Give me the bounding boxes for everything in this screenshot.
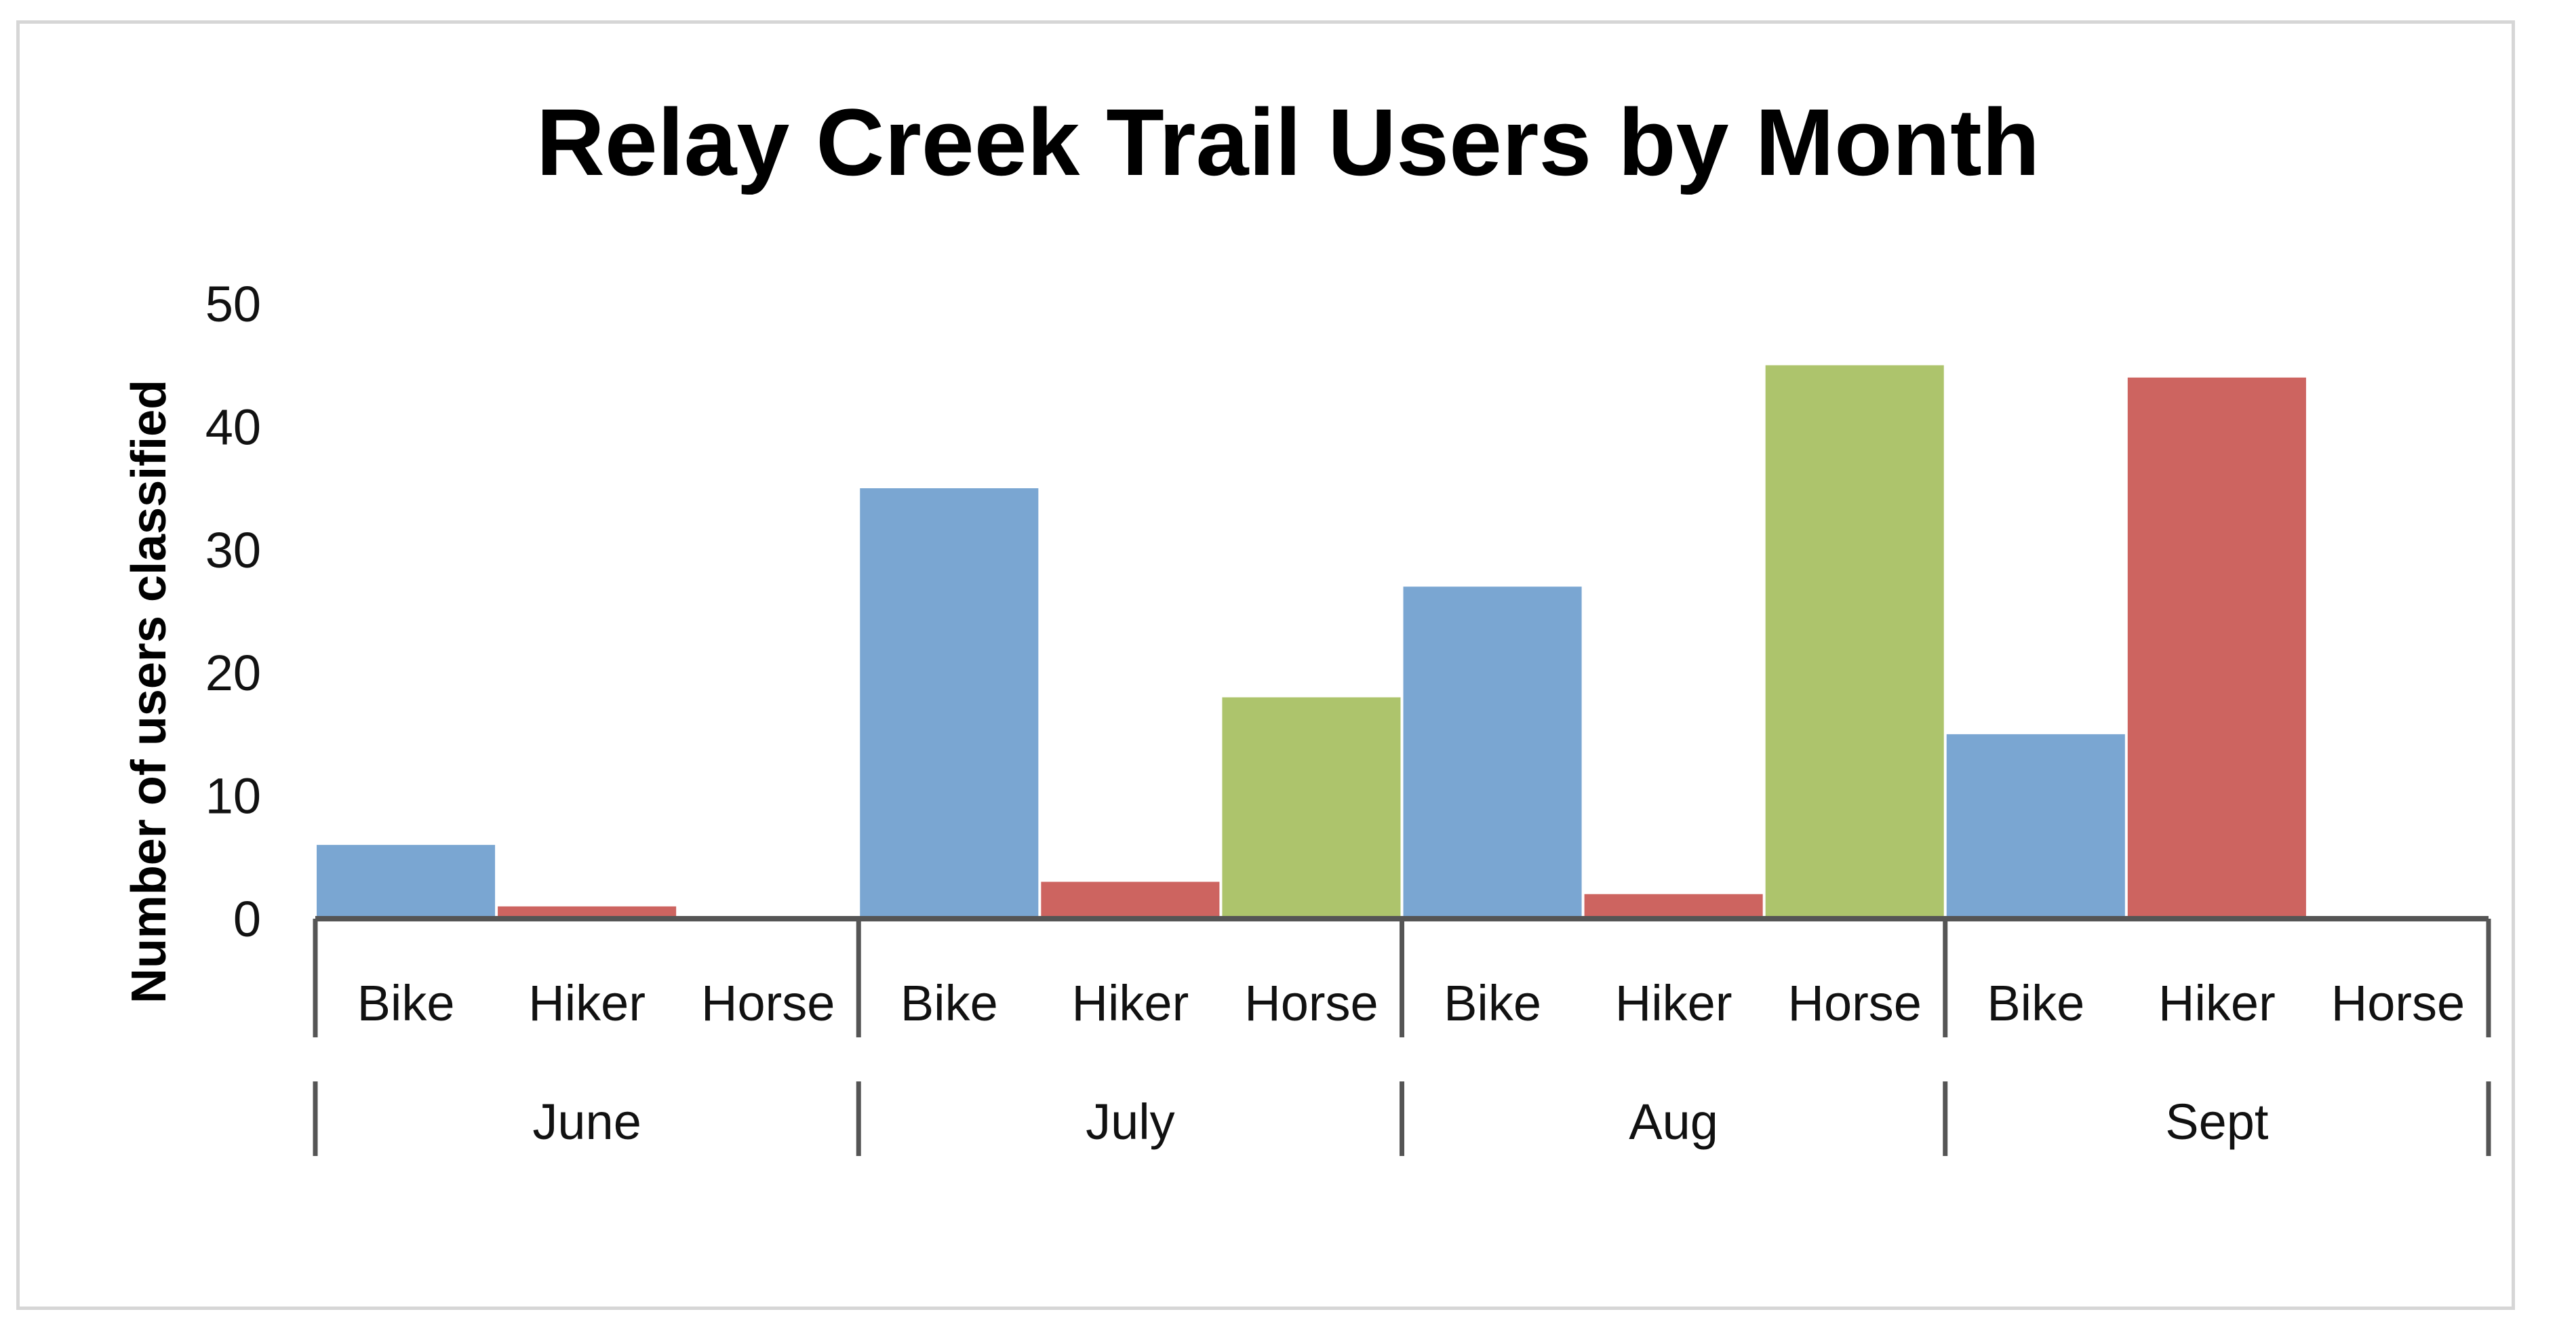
chart-frame bbox=[16, 20, 2515, 1310]
bar-aug-hiker bbox=[1584, 894, 1763, 919]
x-category-label: Bike bbox=[900, 975, 998, 1031]
x-category-label: Hiker bbox=[2158, 975, 2276, 1031]
bar-july-bike bbox=[860, 488, 1039, 919]
y-tick-label: 30 bbox=[205, 522, 261, 578]
x-category-label: Horse bbox=[1788, 975, 1922, 1031]
x-category-label: Bike bbox=[1987, 975, 2084, 1031]
y-ticks: 0 10 20 30 40 50 bbox=[205, 276, 261, 947]
y-tick-label: 50 bbox=[205, 276, 261, 332]
y-tick-label: 0 bbox=[233, 891, 261, 947]
x-group-label: June bbox=[532, 1094, 641, 1150]
x-category-label: Bike bbox=[357, 975, 455, 1031]
y-tick-label: 10 bbox=[205, 768, 261, 824]
bar-july-horse bbox=[1222, 697, 1401, 919]
y-tick-label: 40 bbox=[205, 399, 261, 455]
bar-aug-horse bbox=[1765, 365, 1944, 919]
bar-sept-bike bbox=[1946, 734, 2125, 919]
bars bbox=[317, 365, 2306, 919]
axes bbox=[313, 916, 2491, 1156]
category-labels: Bike Hiker Horse June Bike Hiker Horse July Bike… bbox=[357, 975, 2465, 1150]
bar-june-bike bbox=[317, 845, 496, 919]
x-category-label: Hiker bbox=[528, 975, 646, 1031]
x-group-label: July bbox=[1086, 1094, 1175, 1150]
x-group-label: Sept bbox=[2165, 1094, 2269, 1150]
y-tick-label: 20 bbox=[205, 645, 261, 701]
bar-sept-hiker bbox=[2127, 377, 2306, 919]
chart-title: Relay Creek Trail Users by Month bbox=[536, 89, 2040, 195]
x-category-label: Hiker bbox=[1072, 975, 1189, 1031]
x-group-label: Aug bbox=[1629, 1094, 1718, 1150]
x-category-label: Horse bbox=[701, 975, 835, 1031]
bar-july-hiker bbox=[1041, 881, 1220, 919]
x-category-label: Horse bbox=[2331, 975, 2465, 1031]
bar-june-hiker bbox=[498, 906, 677, 919]
x-category-label: Bike bbox=[1444, 975, 1541, 1031]
x-category-label: Hiker bbox=[1615, 975, 1732, 1031]
bar-aug-bike bbox=[1403, 586, 1582, 919]
x-category-label: Horse bbox=[1244, 975, 1378, 1031]
